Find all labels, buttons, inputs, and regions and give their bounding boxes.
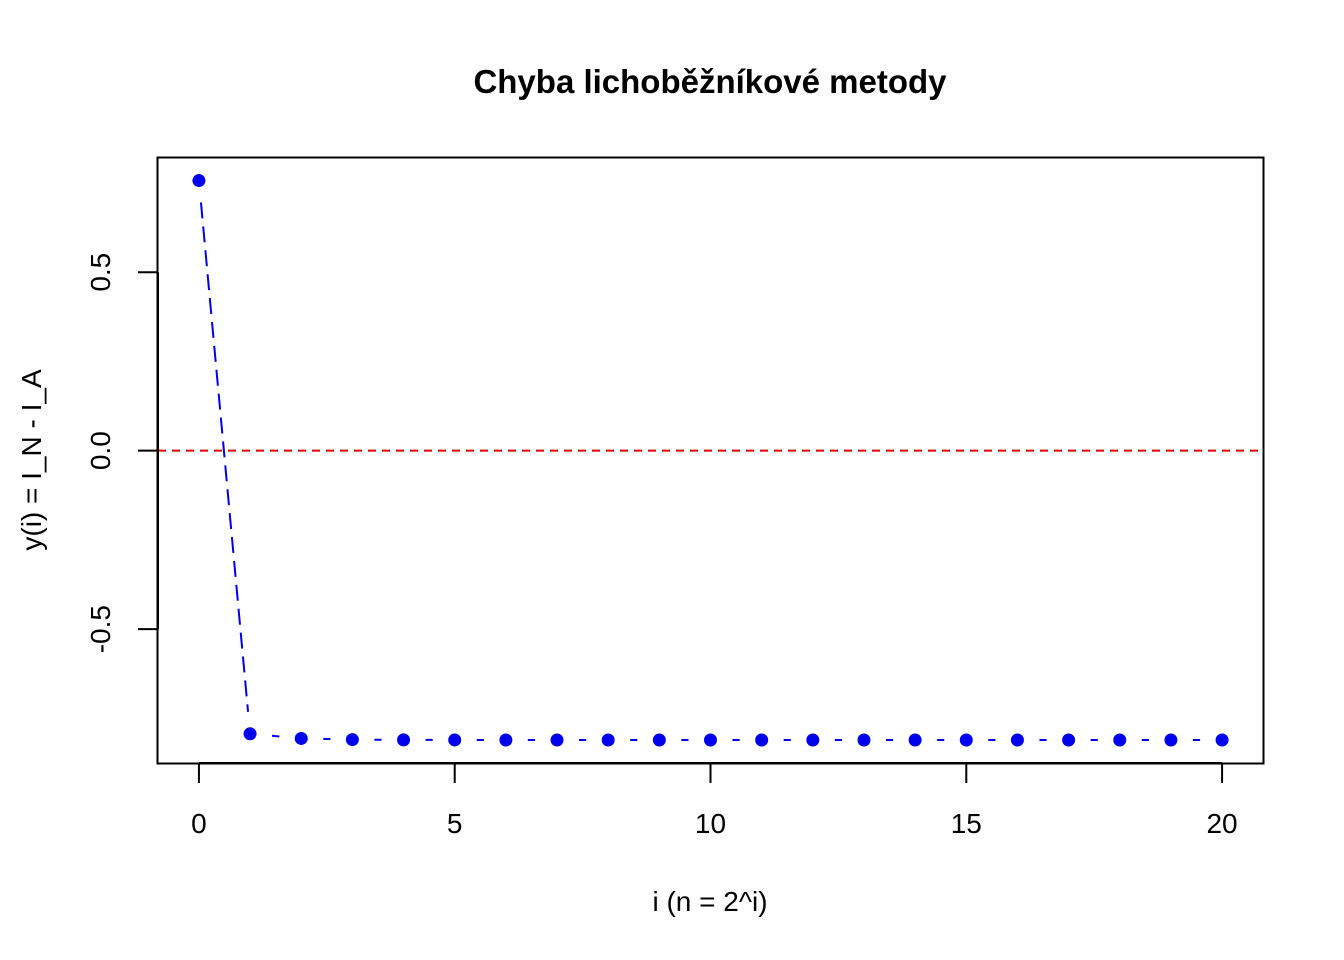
plot-frame xyxy=(156,156,1265,765)
x-tick-label: 20 xyxy=(1206,808,1237,839)
chart-title: Chyba lichoběžníkové metody xyxy=(473,63,947,100)
data-point xyxy=(294,731,308,745)
y-axis: -0.5 0.0 0.5 xyxy=(85,253,159,653)
x-axis-label: i (n = 2^i) xyxy=(652,886,767,917)
data-point xyxy=(499,733,513,747)
data-point xyxy=(755,733,769,747)
y-tick-label: 0.0 xyxy=(85,431,116,470)
y-axis-label: y(i) = I_N - I_A xyxy=(16,369,47,551)
data-point xyxy=(601,733,615,747)
x-axis: 0 5 10 15 20 xyxy=(191,762,1238,839)
x-tick-label: 5 xyxy=(447,808,463,839)
y-tick-label: -0.5 xyxy=(85,605,116,653)
data-point xyxy=(1164,733,1178,747)
series-line-segment xyxy=(199,202,250,712)
series-line-segment xyxy=(271,734,280,738)
data-point xyxy=(397,733,411,747)
x-tick-label: 10 xyxy=(695,808,726,839)
data-point xyxy=(1215,733,1229,747)
data-point xyxy=(448,733,462,747)
data-point xyxy=(704,733,717,747)
data-point xyxy=(806,733,820,747)
data-point xyxy=(1113,733,1127,747)
data-point xyxy=(192,174,206,188)
data-point xyxy=(857,733,871,747)
x-tick-label: 15 xyxy=(951,808,982,839)
data-point xyxy=(959,733,973,747)
data-point xyxy=(1062,733,1076,747)
data-point xyxy=(1010,733,1024,747)
data-point xyxy=(908,733,922,747)
x-tick-label: 0 xyxy=(191,808,207,839)
y-tick-label: 0.5 xyxy=(85,253,116,292)
data-point xyxy=(652,733,666,747)
data-point xyxy=(550,733,564,747)
data-point xyxy=(243,727,257,741)
series-layer xyxy=(192,174,1229,747)
data-point xyxy=(345,733,359,747)
